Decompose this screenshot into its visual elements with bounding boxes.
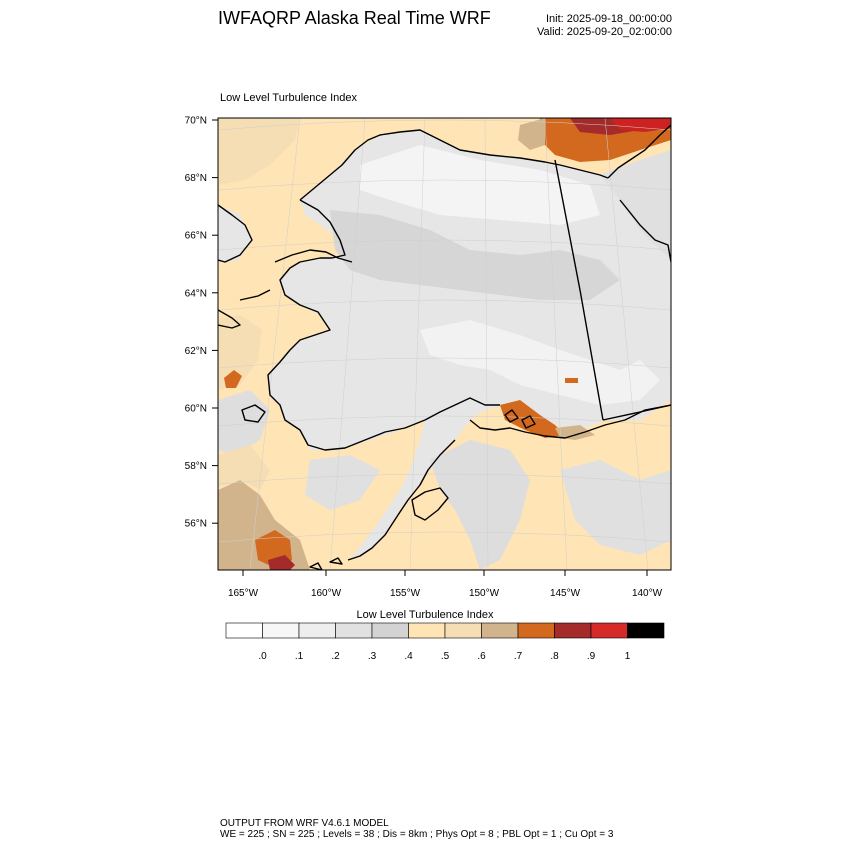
bering-wheat <box>218 315 262 390</box>
footer-settings-line: WE = 225 ; SN = 225 ; Levels = 38 ; Dis … <box>220 829 614 840</box>
lon-tick-label: 140°W <box>632 588 663 599</box>
gulf-gray-streak <box>430 440 530 570</box>
colorbar-tick-label: .5 <box>441 651 450 662</box>
colorbar-swatch <box>335 622 373 639</box>
colorbar-swatch <box>517 622 555 639</box>
kenai-coast <box>469 404 671 439</box>
lat-tick-label: 60°N <box>185 404 207 415</box>
lat-tick-label: 62°N <box>185 346 207 357</box>
chukotka-coast <box>218 204 253 263</box>
lat-tick-label: 70°N <box>185 116 207 127</box>
yukon-coast <box>607 124 671 263</box>
pws-islands <box>504 409 536 429</box>
sw-wheat-strip <box>218 445 270 490</box>
colorbar-tick-label: .3 <box>368 651 377 662</box>
ak-peninsula-coast <box>347 397 500 561</box>
main-title: IWFAQRP Alaska Real Time WRF <box>218 8 491 28</box>
bc-border <box>602 404 671 421</box>
colorbar-tick-label: .7 <box>514 651 523 662</box>
yukon-land <box>600 150 671 260</box>
interior-gray <box>330 210 620 300</box>
interior-light <box>420 320 660 405</box>
latitude-axis: 70°N 68°N 66°N 64°N 62°N 60°N 58°N 56°N <box>185 116 218 530</box>
lat-tick-label: 66°N <box>185 231 207 242</box>
interior-orange-spot <box>565 378 578 383</box>
lon-tick-label: 145°W <box>550 588 581 599</box>
colorbar-tick-label: .2 <box>331 651 340 662</box>
colorbar: .0 .1 .2 .3 .4 .5 .6 .7 .8 .9 1 <box>225 622 665 662</box>
graticule <box>218 118 671 570</box>
colorbar-tick-label: .1 <box>295 651 304 662</box>
beaufort-tan <box>518 118 545 150</box>
lat-tick-label: 64°N <box>185 288 207 299</box>
aleutian-island-2 <box>309 562 323 570</box>
yukon-border <box>554 159 604 421</box>
st-lawrence-island <box>218 309 241 329</box>
colorbar-swatch <box>298 622 336 639</box>
colorbar-tick-label: .6 <box>477 651 486 662</box>
kodiak-island <box>411 487 449 521</box>
colorbar-tick-label: .0 <box>258 651 267 662</box>
west-coastline <box>267 199 426 451</box>
colorbar-tick-label: .4 <box>404 651 413 662</box>
chugach-tan <box>555 425 595 440</box>
colorbar-swatch <box>481 622 519 639</box>
lat-tick-label: 58°N <box>185 461 207 472</box>
seward-peninsula <box>239 249 353 301</box>
colorbar-swatch <box>444 622 482 639</box>
chukchi-wheat <box>218 118 300 185</box>
brooks-range-light <box>360 145 600 225</box>
init-time: Init: 2025-09-18_00:00:00 <box>546 13 672 25</box>
colorbar-swatch <box>590 622 628 639</box>
nunivak-island <box>241 404 266 423</box>
lat-tick-label: 68°N <box>185 173 207 184</box>
alaska-coastline <box>299 129 609 201</box>
east-gulf-gray <box>560 460 671 555</box>
lon-tick-label: 150°W <box>469 588 500 599</box>
colorbar-tick-label: .8 <box>550 651 559 662</box>
colorbar-tick-label: 1 <box>625 651 631 662</box>
valid-time: Valid: 2025-09-20_02:00:00 <box>537 26 672 38</box>
plot-title: Low Level Turbulence Index <box>220 92 357 104</box>
longitude-axis: 165°W 160°W 155°W 150°W 145°W 140°W <box>228 570 663 599</box>
map-frame <box>217 117 672 571</box>
colorbar-swatch <box>371 622 409 639</box>
lon-tick-label: 155°W <box>390 588 421 599</box>
footer-model-line: OUTPUT FROM WRF V4.6.1 MODEL <box>220 818 389 829</box>
colorbar-swatch <box>554 622 592 639</box>
colorbar-tick-label: .9 <box>587 651 596 662</box>
colorbar-swatch <box>262 622 300 639</box>
sw-brown-spot <box>268 555 295 570</box>
aleutian-island-1 <box>329 557 343 565</box>
bristol-gray <box>305 455 380 510</box>
lat-tick-label: 56°N <box>185 519 207 530</box>
coastlines <box>218 124 671 570</box>
colorbar-swatch <box>225 622 263 639</box>
bering-orange-spot <box>224 370 242 388</box>
colorbar-title: Low Level Turbulence Index <box>356 609 494 621</box>
colorbar-swatch <box>627 622 665 639</box>
colorbar-swatch <box>408 622 446 639</box>
lon-tick-label: 165°W <box>228 588 259 599</box>
lon-tick-label: 160°W <box>311 588 342 599</box>
